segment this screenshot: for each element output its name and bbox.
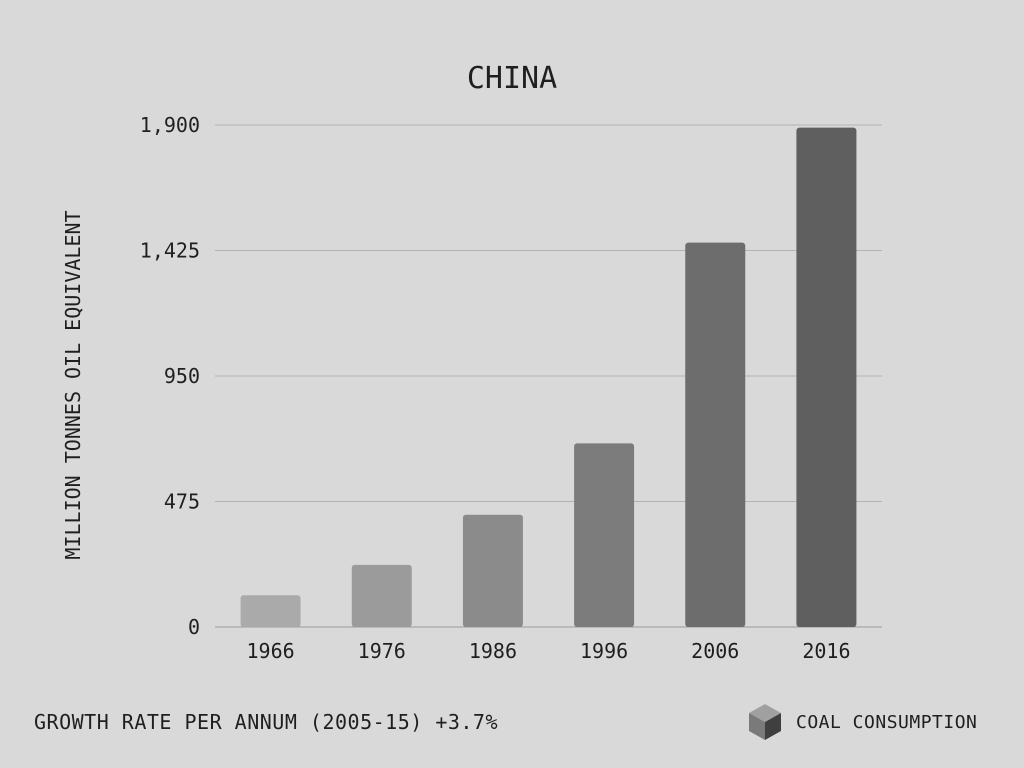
bar-2006 (685, 242, 746, 628)
legend-label: COAL CONSUMPTION (796, 711, 978, 733)
y-axis-label: MILLION TONNES OIL EQUIVALENT (61, 210, 85, 559)
x-tick-labels: 1966 1976 1986 1996 2006 2016 (246, 639, 850, 663)
y-tick-label: 0 (188, 615, 200, 639)
x-tick-label: 1976 (358, 639, 406, 663)
growth-rate-note: GROWTH RATE PER ANNUM (2005-15) +3.7% (34, 710, 499, 734)
y-tick-label: 950 (164, 364, 200, 388)
x-tick-label: 1986 (469, 639, 517, 663)
x-tick-label: 2006 (691, 639, 739, 663)
x-tick-label: 2016 (802, 639, 850, 663)
chart-title: CHINA (467, 61, 557, 96)
legend: COAL CONSUMPTION (748, 703, 977, 741)
bar-chart: CHINA MILLION TONNES OIL EQUIVALENT 0 475… (61, 61, 882, 663)
bar-2016 (796, 127, 857, 628)
x-tick-label: 1966 (246, 639, 294, 663)
bar-1986 (462, 514, 523, 627)
bar-1976 (351, 564, 412, 627)
y-tick-label: 1,425 (140, 239, 200, 263)
y-tick-label: 475 (164, 490, 200, 514)
x-tick-label: 1996 (580, 639, 628, 663)
y-tick-label: 1,900 (140, 113, 200, 137)
bar-1996 (574, 443, 635, 627)
gridlines (215, 124, 882, 628)
y-tick-labels: 0 475 950 1,425 1,900 (140, 113, 200, 639)
bars (240, 127, 857, 628)
bar-1966 (240, 595, 301, 627)
cube-icon (749, 704, 781, 740)
